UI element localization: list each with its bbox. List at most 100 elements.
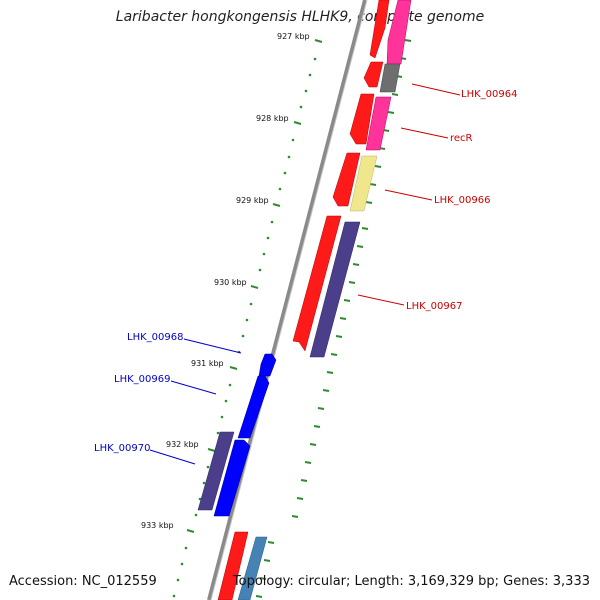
gene-red-lhk-00963[interactable] [363, 61, 384, 88]
tick-label-929: 929 kbp [236, 196, 269, 205]
tick-label-931: 931 kbp [191, 359, 224, 368]
outer-tick [309, 443, 317, 446]
tick-label-932: 932 kbp [166, 440, 199, 449]
major-tick [293, 121, 302, 125]
outer-tick [304, 461, 312, 464]
gene-slate-lhk-00967[interactable] [309, 221, 361, 358]
tick-label-928: 928 kbp [256, 114, 289, 123]
minor-tick [278, 187, 282, 191]
gene-blue-lhk-00969[interactable] [237, 375, 270, 439]
minor-tick [308, 73, 312, 77]
label-lhk-00964[interactable]: LHK_00964 [461, 89, 517, 100]
tick-label-933: 933 kbp [141, 521, 174, 530]
outer-tick [296, 497, 304, 500]
outer-tick [267, 541, 275, 544]
leader-recr [400, 127, 449, 139]
outer-tick [263, 559, 271, 562]
outer-tick [361, 227, 369, 230]
minor-tick [180, 562, 184, 566]
minor-tick [245, 318, 249, 322]
leader-lhk-00969 [170, 380, 217, 395]
tick-label-927: 927 kbp [277, 32, 310, 41]
minor-tick [194, 513, 198, 517]
label-lhk-00969[interactable]: LHK_00969 [114, 374, 170, 385]
accession-text: Accession: NC_012559 [9, 574, 157, 589]
outer-tick [369, 183, 377, 186]
label-leaders [149, 83, 461, 465]
outer-tick [348, 281, 356, 284]
outer-tick [291, 515, 299, 518]
genome-backbone-highlight [210, 0, 368, 600]
inner-tick-ring [172, 39, 323, 598]
outer-tick [339, 317, 347, 320]
forward-genes-row1 [217, 0, 390, 600]
gene-slate-lhk-00970[interactable] [197, 431, 235, 511]
minor-tick [172, 594, 176, 598]
major-tick [207, 448, 216, 452]
label-lhk-00970[interactable]: LHK_00970 [94, 443, 150, 454]
gene-pink-recr[interactable] [365, 96, 392, 151]
minor-tick [262, 252, 266, 256]
minor-tick [291, 138, 295, 142]
gene-blue-lhk-00968[interactable] [258, 353, 277, 377]
minor-tick [206, 465, 210, 469]
outer-tick [322, 389, 330, 392]
major-tick [250, 285, 259, 289]
gene-blue-lhk-00970[interactable] [213, 439, 251, 517]
minor-tick [258, 268, 262, 272]
outer-tick [352, 263, 360, 266]
genome-summary-text: Topology: circular; Length: 3,169,329 bp… [232, 574, 590, 589]
gene-pink-top[interactable] [386, 0, 412, 65]
gene-red-bottom[interactable] [217, 531, 249, 600]
outer-tick [391, 93, 399, 96]
leader-lhk-00964 [411, 83, 461, 96]
gene-red-top[interactable] [369, 0, 390, 59]
outer-tick [259, 577, 267, 580]
minor-tick [202, 481, 206, 485]
gene-khaki-lhk-00966[interactable] [349, 155, 378, 212]
leader-lhk-00970 [149, 449, 196, 465]
minor-tick [304, 89, 308, 93]
genome-backbone [207, 0, 367, 600]
minor-tick [220, 415, 224, 419]
leader-lhk-00967 [357, 294, 405, 306]
major-tick [314, 39, 323, 43]
minor-tick [176, 578, 180, 582]
minor-tick [266, 236, 270, 240]
major-tick [272, 203, 281, 207]
minor-tick [299, 105, 303, 109]
gene-red-recr[interactable] [332, 152, 361, 207]
reverse-genes [197, 353, 277, 517]
outer-tick [255, 595, 263, 598]
minor-tick [228, 383, 232, 387]
tick-labels: 927 kbp 928 kbp 929 kbp 930 kbp 931 kbp … [141, 32, 310, 530]
minor-tick [224, 399, 228, 403]
outer-tick [313, 425, 321, 428]
gene-red-lhk-00966[interactable] [292, 215, 342, 352]
minor-tick [241, 334, 245, 338]
label-lhk-00968[interactable]: LHK_00968 [127, 332, 183, 343]
gene-gray-lhk-00964[interactable] [379, 63, 401, 93]
label-recr[interactable]: recR [450, 133, 473, 144]
label-lhk-00967[interactable]: LHK_00967 [406, 301, 462, 312]
major-tick [229, 366, 238, 370]
minor-tick [184, 546, 188, 550]
outer-tick [343, 299, 351, 302]
outer-tick [404, 39, 412, 42]
outer-tick [365, 201, 373, 204]
outer-tick [300, 479, 308, 482]
gene-steel-bottom[interactable] [237, 536, 268, 600]
outer-tick [317, 407, 325, 410]
outer-tick [374, 165, 382, 168]
minor-tick [198, 497, 202, 501]
label-lhk-00966[interactable]: LHK_00966 [434, 195, 490, 206]
forward-genes-row2 [237, 0, 412, 600]
minor-tick [249, 302, 253, 306]
gene-red-lhk-00964[interactable] [349, 93, 375, 145]
outer-tick [387, 111, 395, 114]
minor-tick [216, 431, 220, 435]
minor-tick [287, 155, 291, 159]
outer-tick [330, 353, 338, 356]
minor-tick [313, 57, 317, 61]
